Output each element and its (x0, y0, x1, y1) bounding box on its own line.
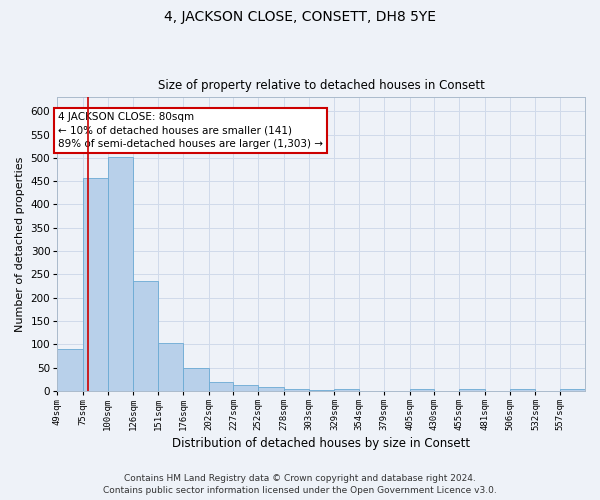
Bar (510, 390, 535, 391)
Text: 4, JACKSON CLOSE, CONSETT, DH8 5YE: 4, JACKSON CLOSE, CONSETT, DH8 5YE (164, 10, 436, 24)
Bar (334, 388, 359, 391)
Bar (209, 382, 233, 391)
Bar (133, 282, 158, 391)
Title: Size of property relative to detached houses in Consett: Size of property relative to detached ho… (158, 79, 485, 92)
Bar (108, 156, 133, 391)
Bar (183, 368, 209, 391)
Text: 4 JACKSON CLOSE: 80sqm
← 10% of detached houses are smaller (141)
89% of semi-de: 4 JACKSON CLOSE: 80sqm ← 10% of detached… (58, 112, 323, 148)
Bar (459, 390, 485, 391)
Y-axis label: Number of detached properties: Number of detached properties (15, 156, 25, 332)
Bar (560, 390, 585, 391)
X-axis label: Distribution of detached houses by size in Consett: Distribution of detached houses by size … (172, 437, 470, 450)
Bar (410, 389, 434, 391)
Bar (233, 386, 258, 391)
Bar (284, 388, 309, 391)
Text: Contains HM Land Registry data © Crown copyright and database right 2024.
Contai: Contains HM Land Registry data © Crown c… (103, 474, 497, 495)
Bar (83, 178, 108, 391)
Bar (258, 387, 284, 391)
Bar (158, 344, 183, 391)
Bar (57, 349, 83, 391)
